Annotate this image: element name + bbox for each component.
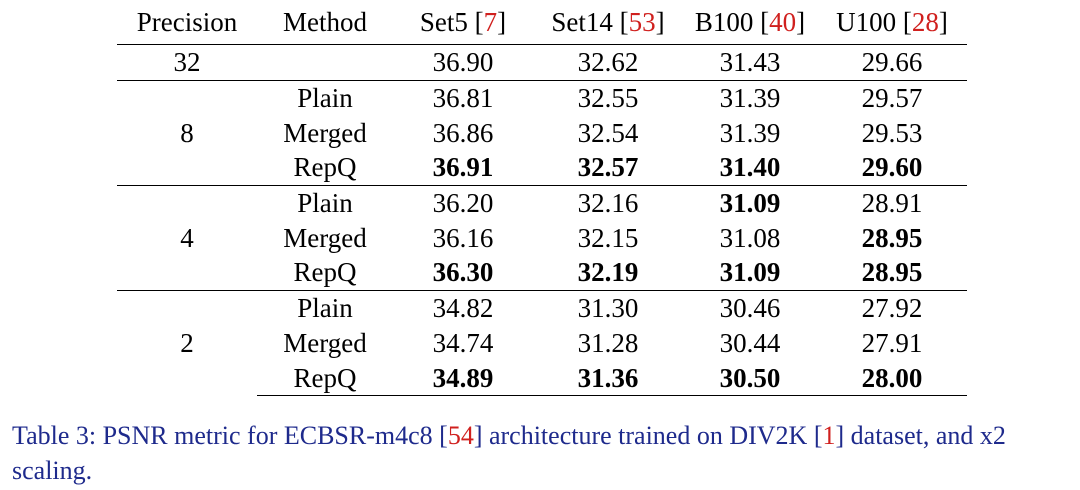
precision-cell: 32 [117, 44, 257, 81]
header-set5-close: ] [497, 7, 507, 37]
table-row: 2 Plain 34.82 31.30 30.46 27.92 [117, 289, 967, 396]
u100-cell: 28.91 [817, 184, 967, 221]
method-cell: Merged [283, 327, 367, 358]
method-cell: Plain [257, 79, 393, 116]
method-cell: RepQ [293, 257, 357, 288]
header-set5-name: Set5 [ [419, 7, 484, 37]
caption-text: ] dataset, and x2 scaling. [12, 421, 1006, 485]
set5-cell: 36.20 [393, 184, 533, 221]
citation-link[interactable]: 53 [628, 7, 656, 37]
method-cell: RepQ [293, 152, 357, 183]
b100-cell: 30.50 [683, 360, 817, 396]
citation-link[interactable]: 40 [769, 7, 797, 37]
header-u100-name: U100 [ [836, 7, 912, 37]
u100-cell: 29.60 [861, 152, 923, 183]
caption-text: ] architecture trained on DIV2K [ [473, 421, 823, 450]
u100-cell: 27.91 [861, 327, 923, 358]
header-u100: U100 [28] [817, 0, 967, 45]
set5-cell: 34.89 [393, 360, 533, 396]
header-b100-close: ] [796, 7, 806, 37]
set5-cell: 36.16 [432, 222, 494, 253]
set14-cell: 32.15 [577, 222, 639, 253]
method-cell: Merged [283, 222, 367, 253]
u100-cell: 29.53 [861, 117, 923, 148]
table-caption: Table 3: PSNR metric for ECBSR-m4c8 [54]… [12, 418, 1072, 488]
precision-cell: 4 [117, 184, 257, 291]
header-precision: Precision [136, 7, 238, 37]
set5-cell: 34.74 [432, 327, 494, 358]
b100-cell: 31.09 [683, 184, 817, 221]
u100-cell: 28.95 [861, 257, 923, 288]
set14-cell: 32.19 [577, 257, 639, 288]
table-row: RepQ 34.89 31.36 30.50 28.00 [117, 360, 967, 396]
set14-cell: 32.55 [533, 79, 683, 116]
table-row: RepQ 36.91 32.57 31.40 29.60 [117, 150, 967, 185]
table-row-fp32: 32 36.90 32.62 31.43 29.66 [117, 44, 967, 81]
b100-cell: 31.39 [683, 79, 817, 116]
header-set14: Set14 [53] [533, 0, 683, 45]
header-method: Method [283, 7, 367, 37]
citation-link[interactable]: 1 [822, 421, 836, 450]
results-table-container: Precision Method Set5 [7] Set14 [53] B10… [117, 0, 967, 396]
b100-cell: 31.39 [719, 117, 781, 148]
table-row: RepQ 36.30 32.19 31.09 28.95 [117, 255, 967, 290]
psnr-results-table: Precision Method Set5 [7] Set14 [53] B10… [117, 0, 967, 396]
precision-cell: 2 [117, 289, 257, 396]
caption-text: Table 3: PSNR metric for ECBSR-m4c8 [ [12, 421, 448, 450]
method-cell [257, 44, 393, 81]
citation-link[interactable]: 54 [447, 421, 474, 450]
set5-cell: 36.86 [432, 117, 494, 148]
b100-cell: 31.08 [719, 222, 781, 253]
header-set14-name: Set14 [ [551, 7, 629, 37]
b100-cell: 31.09 [719, 257, 781, 288]
header-u100-close: ] [938, 7, 948, 37]
table-row: 4 Plain 36.20 32.16 31.09 28.91 [117, 184, 967, 291]
set14-cell: 32.62 [533, 44, 683, 81]
table-row: Merged 34.74 31.28 30.44 27.91 [117, 326, 967, 361]
citation-link[interactable]: 28 [911, 7, 939, 37]
header-set5: Set5 [7] [393, 0, 533, 45]
table-row: 8 Plain 36.81 32.55 31.39 29.57 [117, 79, 967, 186]
u100-cell: 27.92 [817, 289, 967, 326]
b100-cell: 31.40 [719, 152, 781, 183]
method-cell: Merged [283, 117, 367, 148]
table-row: Merged 36.16 32.15 31.08 28.95 [117, 220, 967, 255]
table-row: Merged 36.86 32.54 31.39 29.53 [117, 115, 967, 150]
set14-cell: 31.36 [533, 360, 683, 396]
u100-cell: 28.00 [817, 360, 967, 396]
method-cell: RepQ [257, 360, 393, 396]
set5-cell: 36.30 [432, 257, 494, 288]
set14-cell: 32.16 [533, 184, 683, 221]
u100-cell: 28.95 [861, 222, 923, 253]
header-b100: B100 [40] [683, 0, 817, 45]
b100-cell: 30.44 [719, 327, 781, 358]
precision-cell: 8 [117, 79, 257, 186]
set5-cell: 36.90 [393, 44, 533, 81]
u100-cell: 29.57 [817, 79, 967, 116]
set5-cell: 36.91 [432, 152, 494, 183]
set5-cell: 36.81 [393, 79, 533, 116]
method-cell: Plain [257, 184, 393, 221]
citation-link[interactable]: 7 [483, 7, 498, 37]
b100-cell: 31.43 [683, 44, 817, 81]
u100-cell: 29.66 [817, 44, 967, 81]
set5-cell: 34.82 [393, 289, 533, 326]
method-cell: Plain [257, 289, 393, 326]
set14-cell: 31.28 [577, 327, 639, 358]
set14-cell: 32.54 [577, 117, 639, 148]
set14-cell: 31.30 [533, 289, 683, 326]
header-row: Precision Method Set5 [7] Set14 [53] B10… [117, 0, 967, 45]
b100-cell: 30.46 [683, 289, 817, 326]
header-b100-name: B100 [ [694, 7, 770, 37]
set14-cell: 32.57 [577, 152, 639, 183]
header-set14-close: ] [655, 7, 665, 37]
